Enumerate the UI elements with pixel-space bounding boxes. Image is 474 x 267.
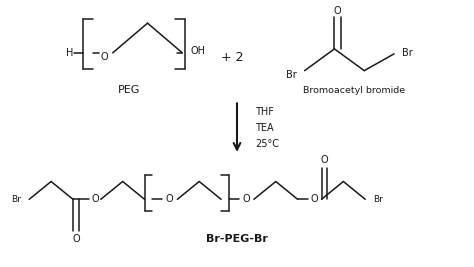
- Text: PEG: PEG: [118, 85, 140, 96]
- Text: O: O: [242, 194, 250, 204]
- Text: O: O: [311, 194, 319, 204]
- Text: TEA: TEA: [255, 123, 273, 133]
- Text: O: O: [165, 194, 173, 204]
- Text: O: O: [101, 52, 109, 62]
- Text: OH: OH: [190, 46, 205, 56]
- Text: Br-PEG-Br: Br-PEG-Br: [206, 234, 268, 244]
- Text: Bromoacetyl bromide: Bromoacetyl bromide: [303, 86, 405, 95]
- Text: 25°C: 25°C: [255, 139, 279, 149]
- Text: + 2: + 2: [221, 51, 243, 64]
- Text: O: O: [91, 194, 99, 204]
- Text: O: O: [72, 234, 80, 244]
- Text: O: O: [321, 155, 328, 165]
- Text: H: H: [65, 48, 73, 58]
- Text: Br: Br: [11, 195, 21, 204]
- Text: Br: Br: [402, 48, 413, 58]
- Text: Br: Br: [286, 70, 297, 80]
- Text: THF: THF: [255, 107, 274, 117]
- Text: O: O: [334, 6, 341, 16]
- Text: Br: Br: [373, 195, 383, 204]
